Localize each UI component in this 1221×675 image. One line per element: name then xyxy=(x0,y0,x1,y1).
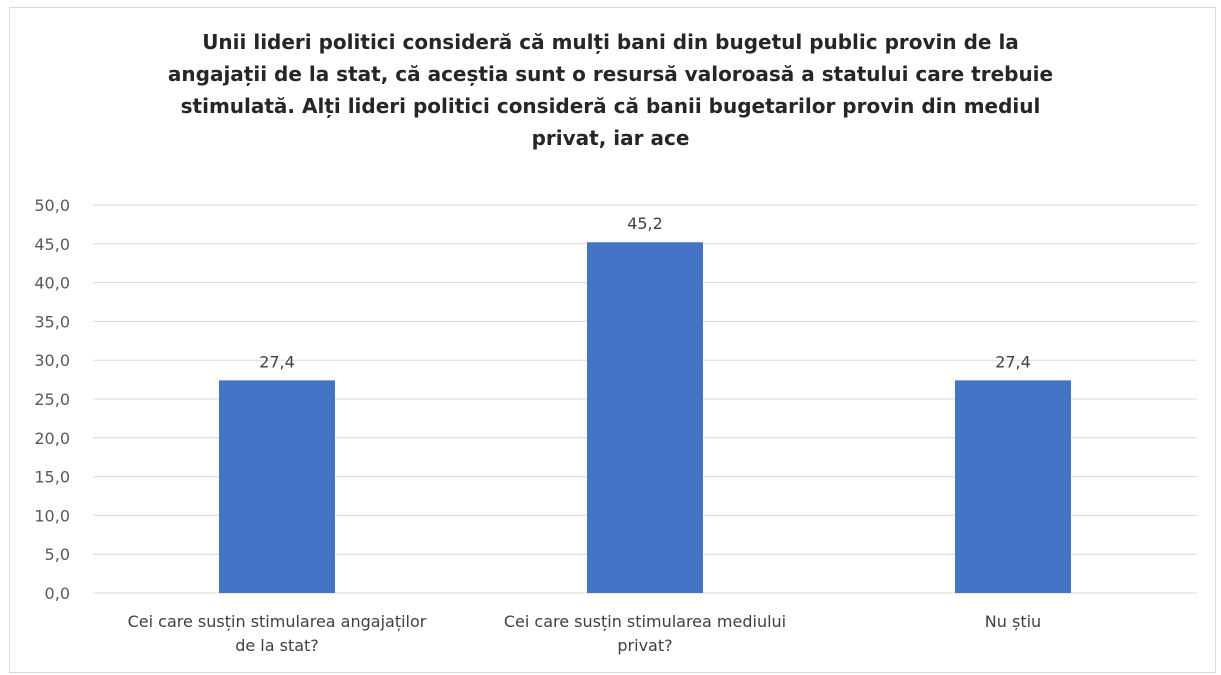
y-tick-label: 25,0 xyxy=(34,390,70,409)
bar xyxy=(587,242,703,594)
category-label: Nu știu xyxy=(985,612,1041,631)
data-label: 27,4 xyxy=(995,352,1031,371)
bar xyxy=(955,380,1071,593)
chart-title: Unii lideri politici consideră că mulți … xyxy=(167,30,1054,150)
data-label: 27,4 xyxy=(259,352,295,371)
bar xyxy=(219,380,335,593)
category-label: Cei care susțin stimularea mediului xyxy=(504,612,786,631)
category-label: Cei care susțin stimularea angajaților xyxy=(128,612,427,631)
y-tick-label: 0,0 xyxy=(45,584,70,603)
category-label: privat? xyxy=(617,636,672,655)
y-tick-label: 45,0 xyxy=(34,235,70,254)
y-tick-label: 30,0 xyxy=(34,351,70,370)
category-label: de la stat? xyxy=(235,636,319,655)
y-tick-label: 10,0 xyxy=(34,506,70,525)
y-tick-label: 40,0 xyxy=(34,274,70,293)
y-tick-label: 20,0 xyxy=(34,429,70,448)
y-tick-label: 35,0 xyxy=(34,312,70,331)
y-tick-label: 50,0 xyxy=(34,196,70,215)
y-tick-label: 15,0 xyxy=(34,468,70,487)
data-label: 45,2 xyxy=(627,214,663,233)
y-tick-label: 5,0 xyxy=(45,545,70,564)
